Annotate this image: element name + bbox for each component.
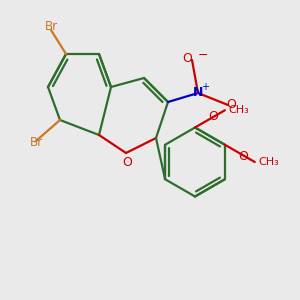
Text: Br: Br [44,20,58,34]
Text: N: N [193,86,203,100]
Text: CH₃: CH₃ [229,105,249,115]
Text: O: O [226,98,236,112]
Text: −: − [197,49,208,62]
Text: Br: Br [29,136,43,149]
Text: O: O [238,149,248,163]
Text: +: + [202,82,209,92]
Text: CH₃: CH₃ [258,157,279,167]
Text: O: O [183,52,192,65]
Text: O: O [208,110,218,123]
Text: O: O [123,156,132,169]
